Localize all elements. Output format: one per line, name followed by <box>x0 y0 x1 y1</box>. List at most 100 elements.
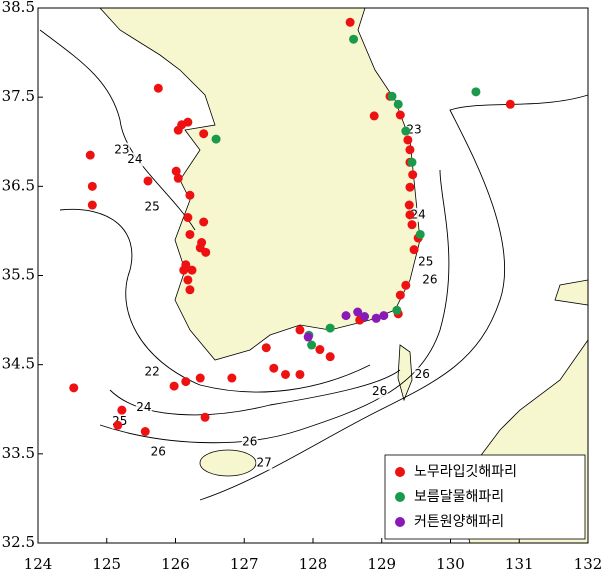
point <box>295 325 305 335</box>
point <box>393 99 403 109</box>
point <box>401 280 411 290</box>
plot-frame <box>37 7 589 544</box>
isotherm <box>99 169 450 444</box>
point <box>401 126 411 136</box>
x-tick-label: 126 <box>161 555 190 573</box>
isotherm <box>39 29 196 231</box>
point <box>325 323 335 333</box>
point <box>140 427 150 437</box>
point <box>183 275 193 285</box>
point <box>404 200 414 210</box>
legend-label: 노무라입깃해파리 <box>414 464 517 480</box>
point <box>387 91 397 101</box>
point <box>199 129 209 139</box>
point <box>409 245 419 255</box>
y-tick-label: 38.5 <box>2 0 35 16</box>
point <box>169 381 179 391</box>
isotherm-label: 24 <box>411 207 426 221</box>
legend-label: 커튼원양해파리 <box>414 514 504 530</box>
point <box>325 352 335 362</box>
x-tick-label: 125 <box>92 555 121 573</box>
point <box>195 373 205 383</box>
annotation-bg <box>421 272 438 287</box>
point <box>171 166 181 176</box>
point <box>303 332 313 342</box>
legend-label: 보름달물해파리 <box>414 489 504 505</box>
point <box>269 363 279 373</box>
point <box>85 150 95 160</box>
point <box>395 290 405 300</box>
point <box>315 345 325 355</box>
isotherm-label: 26 <box>372 384 387 398</box>
annotation-bg <box>144 199 161 214</box>
point <box>405 210 415 220</box>
point <box>341 311 351 321</box>
point <box>403 135 413 145</box>
point <box>211 134 221 144</box>
point <box>199 217 209 227</box>
point <box>183 117 193 127</box>
isotherm-label: 26 <box>415 367 430 381</box>
annotation-bg <box>371 384 388 399</box>
annotation-bg <box>144 364 161 379</box>
point <box>153 83 163 93</box>
point <box>353 307 363 317</box>
point <box>87 181 97 191</box>
point <box>371 313 381 323</box>
point <box>379 311 389 321</box>
annotation-bg <box>406 123 423 138</box>
y-tick-label: 34.5 <box>2 355 35 373</box>
x-tick-label: 130 <box>436 555 465 573</box>
point <box>395 110 405 120</box>
x-tick-label: 127 <box>230 555 259 573</box>
jeju-island <box>199 449 257 477</box>
point <box>408 170 418 180</box>
annotation-bg <box>414 367 431 382</box>
annotation-bg <box>126 152 143 167</box>
point <box>181 377 191 387</box>
point <box>185 229 195 239</box>
isotherm-label: 25 <box>418 255 433 269</box>
legend-marker <box>395 467 405 477</box>
point <box>405 145 415 155</box>
legend-marker <box>395 492 405 502</box>
isotherm-label: 26 <box>242 435 257 449</box>
point <box>369 111 379 121</box>
annotation-bg <box>135 400 152 415</box>
point <box>227 373 237 383</box>
point <box>307 340 317 350</box>
y-tick-label: 35.5 <box>2 266 35 284</box>
point <box>69 383 79 393</box>
tsushima <box>397 344 413 402</box>
x-tick-label: 132 <box>574 555 601 573</box>
point <box>407 157 417 167</box>
isotherm-label: 26 <box>422 272 437 286</box>
isotherm-label: 26 <box>151 445 166 459</box>
annotation-bg <box>256 455 273 470</box>
point <box>113 420 123 430</box>
y-tick-label: 36.5 <box>2 176 35 194</box>
point <box>187 265 197 275</box>
isotherm-label: 22 <box>144 364 159 378</box>
point <box>295 369 305 379</box>
point <box>360 312 370 322</box>
points <box>69 17 515 437</box>
point <box>183 213 193 223</box>
isotherm <box>199 94 589 501</box>
x-tick-label: 128 <box>299 555 328 573</box>
point <box>201 247 211 257</box>
isotherm-label: 25 <box>144 199 159 213</box>
point <box>471 87 481 97</box>
annotation-bg <box>241 435 258 450</box>
x-tick-label: 131 <box>505 555 534 573</box>
point <box>179 265 189 275</box>
legend-box <box>384 454 586 540</box>
point <box>345 17 355 27</box>
isotherm-label: 24 <box>127 152 142 166</box>
x-tick-label: 124 <box>24 555 53 573</box>
y-tick-label: 37.5 <box>2 87 35 105</box>
isotherms <box>39 29 589 501</box>
annotation-bg <box>150 445 167 460</box>
